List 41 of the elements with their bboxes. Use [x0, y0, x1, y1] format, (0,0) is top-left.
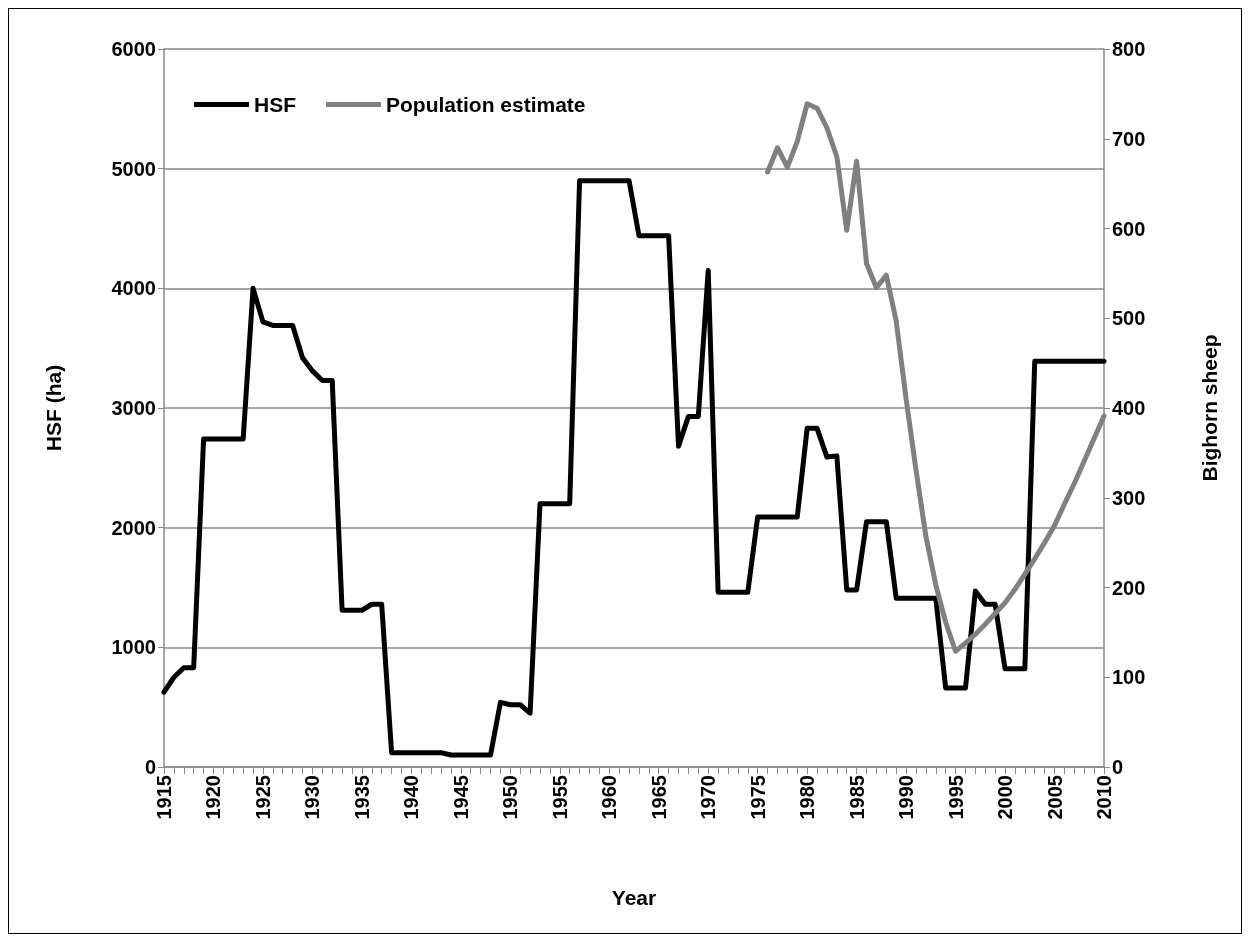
- x-tick-label: 1920: [202, 775, 225, 820]
- x-tick-label: 1955: [548, 775, 571, 820]
- x-tick-label: 1960: [598, 775, 621, 820]
- x-tick-label: 1945: [449, 775, 472, 820]
- y-tick-label: 4000: [111, 277, 156, 300]
- x-tick-label: 1915: [153, 775, 175, 820]
- x-tick-label: 1980: [796, 775, 819, 820]
- y-tick-label: 2000: [111, 516, 156, 539]
- y-tick-label: 3000: [111, 397, 156, 419]
- y2-tick-label: 200: [1112, 576, 1146, 599]
- x-tick-label: 2000: [994, 775, 1017, 820]
- x-tick-label: 1985: [845, 775, 868, 820]
- y-tick-label: 5000: [111, 157, 156, 180]
- legend-label: Population estimate: [386, 93, 586, 116]
- y2-tick-label: 700: [1112, 127, 1146, 150]
- y2-tick-label: 400: [1112, 397, 1146, 419]
- x-tick-label: 1950: [499, 775, 522, 820]
- x-tick-label: 1995: [944, 775, 967, 820]
- y2-axis-title: Bighorn sheep: [1198, 334, 1221, 482]
- y-tick-label: 1000: [111, 636, 156, 659]
- x-axis-title: Year: [611, 886, 657, 909]
- x-tick-label: 2010: [1093, 775, 1115, 820]
- y-axis-title: HSF (ha): [42, 364, 65, 452]
- y2-tick-label: 300: [1112, 486, 1146, 509]
- y-tick-label: 6000: [111, 38, 156, 60]
- x-tick-label: 1935: [350, 775, 373, 820]
- x-tick-label: 1965: [647, 775, 670, 820]
- x-tick-label: 1970: [697, 775, 720, 820]
- x-tick-label: 1990: [895, 775, 918, 820]
- legend-label: HSF: [254, 93, 297, 116]
- y2-tick-label: 100: [1112, 666, 1146, 689]
- y2-tick-label: 800: [1112, 38, 1146, 60]
- y2-tick-label: 500: [1112, 307, 1146, 330]
- x-tick-label: 1940: [400, 775, 423, 820]
- y2-tick-label: 600: [1112, 217, 1146, 240]
- y2-tick-label: 0: [1112, 756, 1124, 778]
- x-tick-label: 2005: [1043, 775, 1066, 820]
- x-tick-label: 1925: [251, 775, 274, 820]
- x-tick-label: 1975: [746, 775, 769, 820]
- y-tick-label: 0: [144, 756, 156, 778]
- x-tick-label: 1930: [301, 775, 324, 820]
